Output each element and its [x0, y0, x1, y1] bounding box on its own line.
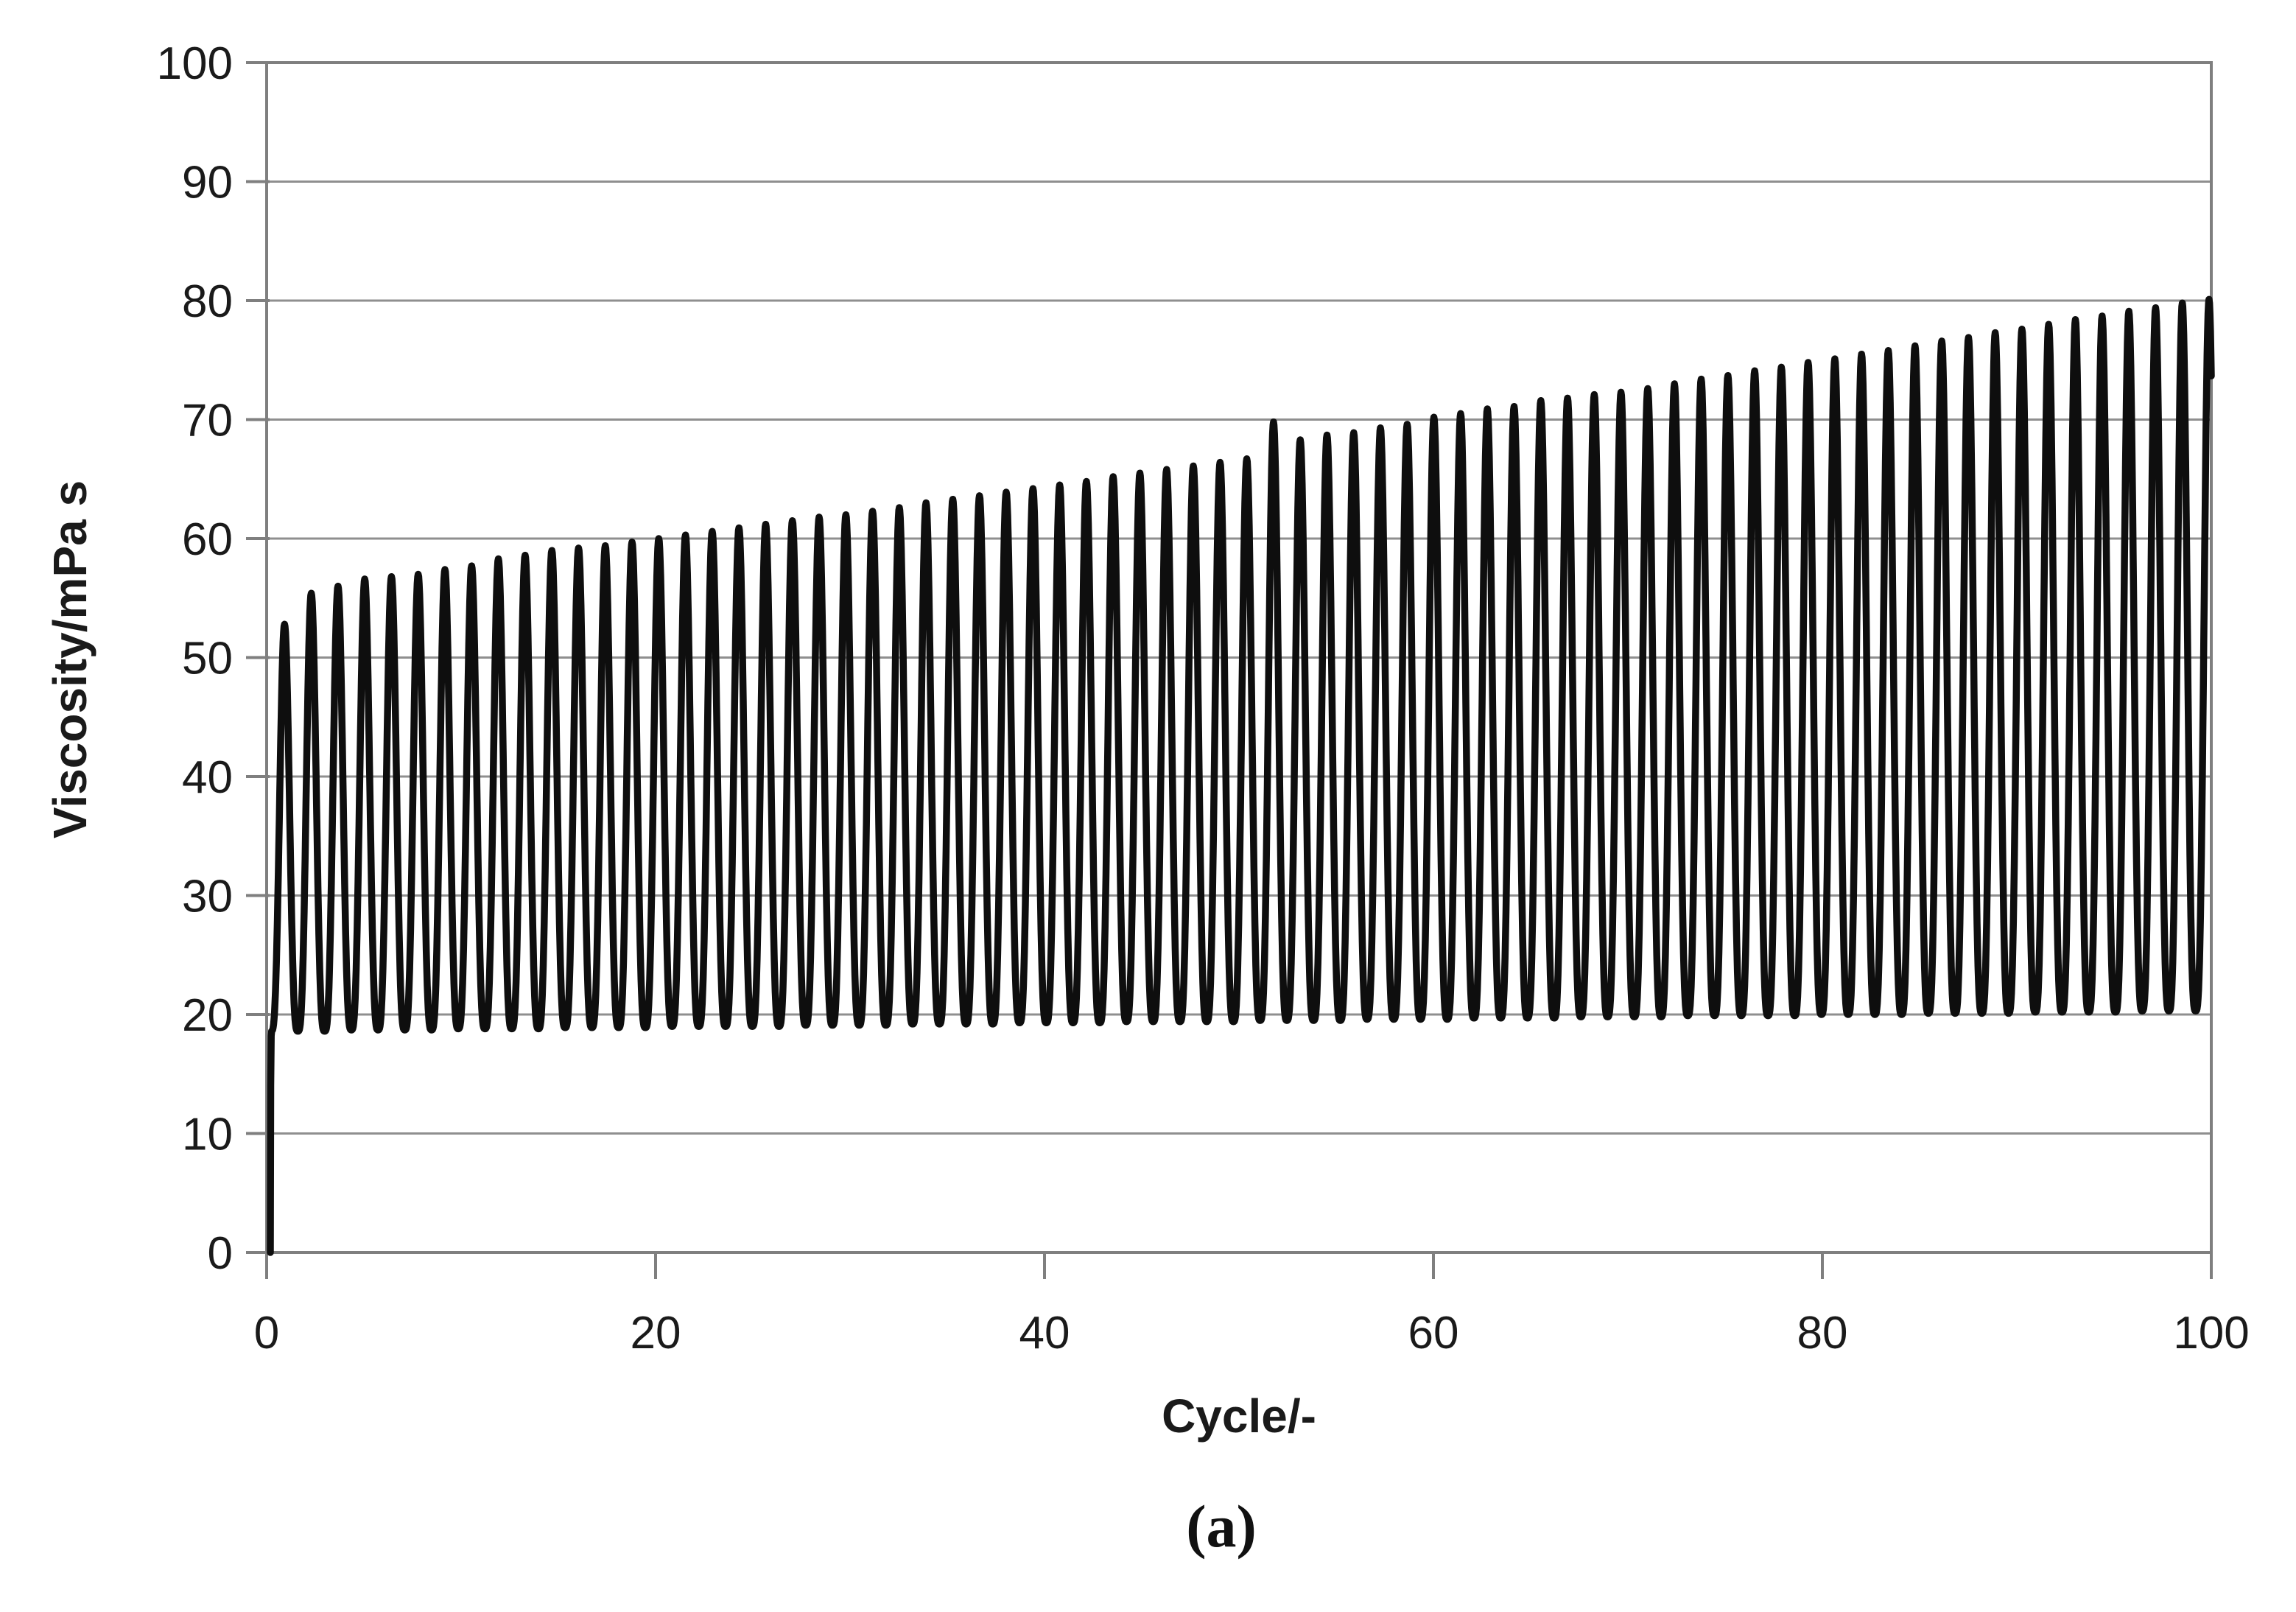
plot-border-rect: [265, 61, 2213, 1254]
x-axis-title: Cycle/-: [1162, 1390, 1316, 1443]
y-axis-title: Viscosity/mPa s: [43, 480, 96, 839]
y-tick-label: 70: [182, 396, 233, 446]
y-tick-labels: 0 10 20 30 40 50 60 70 80 90 100: [157, 38, 233, 1279]
x-tick-label: 60: [1408, 1308, 1459, 1359]
figure-caption: (a): [1186, 1493, 1257, 1560]
x-tick-label: 0: [254, 1308, 279, 1359]
axis-ticks: [246, 61, 2213, 1279]
x-tick-label: 100: [2173, 1308, 2249, 1359]
viscosity-series-line: [267, 295, 2215, 1256]
y-tick-label: 10: [182, 1110, 233, 1160]
plot-border: [265, 61, 2213, 1254]
y-tick-label: 40: [182, 752, 233, 803]
y-tick-label: 30: [182, 872, 233, 922]
y-tick-label: 90: [182, 158, 233, 208]
y-tick-label: 0: [208, 1228, 233, 1279]
y-tick-label: 50: [182, 634, 233, 684]
x-tick-label: 20: [631, 1308, 681, 1359]
x-tick-label: 80: [1797, 1308, 1848, 1359]
y-tick-label: 60: [182, 514, 233, 565]
y-tick-label: 100: [157, 38, 233, 89]
x-tick-label: 40: [1019, 1308, 1070, 1359]
y-tick-label: 80: [182, 276, 233, 327]
y-tick-label: 20: [182, 990, 233, 1041]
x-tick-labels: 0 20 40 60 80 100: [254, 1308, 2250, 1359]
